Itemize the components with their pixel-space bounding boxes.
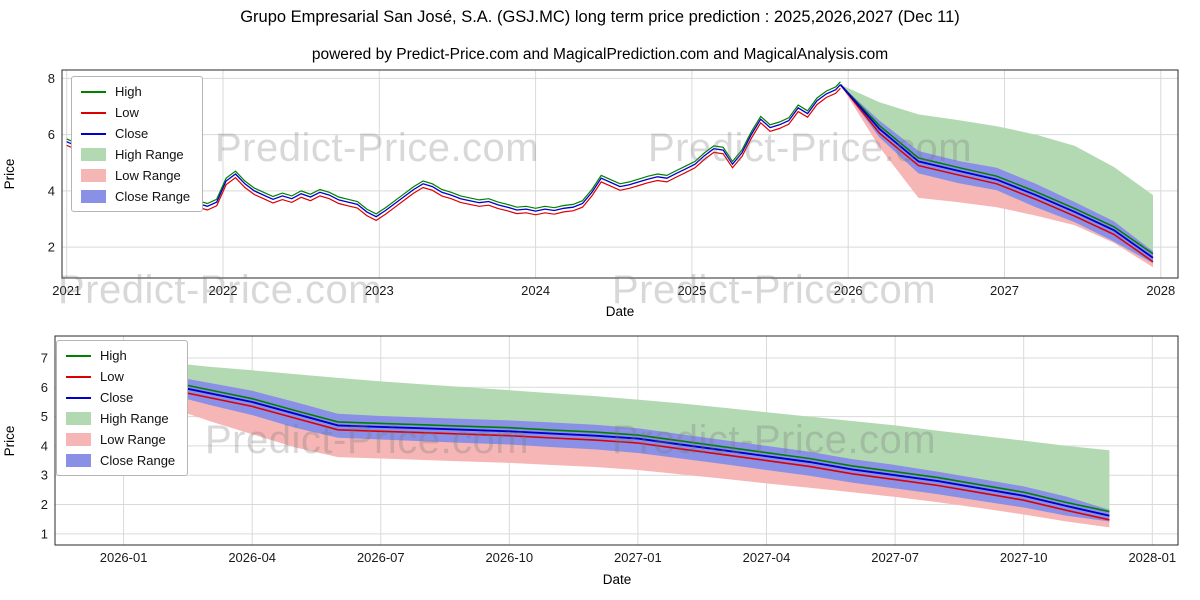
x-axis-label: Date [606, 304, 635, 319]
x-tick-label: 2023 [365, 283, 394, 298]
y-tick-label: 6 [48, 127, 55, 142]
y-tick-label: 6 [41, 380, 48, 395]
legend-label: Close Range [115, 189, 191, 204]
x-tick-label: 2025 [677, 283, 706, 298]
legend-label: Low Range [100, 432, 166, 447]
low-line-swatch [81, 111, 106, 114]
legend-label: Close Range [100, 453, 176, 468]
legend: High Low Close High Range Low Range Clos… [56, 340, 189, 476]
legend-item-low-range: Low Range [66, 430, 175, 449]
bottom-chart-canvas: 2026-01 2026-04 2026-07 2026-10 2027-01 2027-… [2, 335, 1179, 587]
legend-item-low: Low [81, 103, 190, 122]
x-tick-label: 2026-01 [100, 550, 148, 565]
legend-label: Close [100, 390, 134, 405]
y-tick-label: 2 [48, 240, 55, 255]
close-range-area [840, 84, 1153, 264]
close-range-swatch [81, 190, 106, 203]
legend-item-high: High [81, 82, 190, 101]
y-tick-label: 3 [41, 468, 48, 483]
legend-item-low: Low [66, 367, 175, 386]
y-axis-label: Price [2, 426, 17, 457]
x-tick-label: 2027-07 [871, 550, 919, 565]
x-tick-label: 2026 [834, 283, 863, 298]
high-line-swatch [81, 90, 106, 93]
legend-item-close-range: Close Range [66, 451, 175, 470]
y-axis-label: Price [2, 159, 17, 190]
legend-item-close-range: Close Range [81, 187, 190, 206]
legend-item-close: Close [66, 388, 175, 407]
legend-label: High Range [100, 411, 169, 426]
legend-label: High [115, 84, 142, 99]
low-line-swatch [66, 375, 91, 378]
close-range-swatch [66, 454, 91, 467]
high-line-forecast [839, 84, 1154, 255]
low-line [80, 354, 1110, 521]
x-tick-label: 2026-10 [485, 550, 533, 565]
legend-label: Low [100, 369, 124, 384]
low-range-swatch [81, 169, 106, 182]
y-tick-label: 5 [41, 409, 48, 424]
legend-label: Low Range [115, 168, 181, 183]
legend-label: Close [115, 126, 149, 141]
close-line-swatch [81, 132, 106, 135]
y-tick-label: 7 [41, 351, 48, 366]
y-tick-label: 4 [48, 183, 55, 198]
legend-item-close: Close [81, 124, 190, 143]
x-tick-label: 2028 [1146, 283, 1175, 298]
close-line [80, 351, 1110, 517]
high-range-swatch [81, 148, 106, 161]
legend-item-high: High [66, 346, 175, 365]
plot-border [61, 69, 1179, 279]
x-tick-label: 2027-04 [743, 550, 791, 565]
low-line-forecast [839, 84, 1154, 263]
y-tick-label: 2 [41, 497, 48, 512]
x-axis-label: Date [603, 572, 632, 587]
close-line-forecast [839, 84, 1154, 259]
x-tick-label: 2026-04 [228, 550, 276, 565]
low-range-swatch [66, 433, 91, 446]
legend-item-low-range: Low Range [81, 166, 190, 185]
x-tick-label: 2026-07 [357, 550, 405, 565]
x-tick-label: 2028-01 [1128, 550, 1176, 565]
y-tick-label: 8 [48, 71, 55, 86]
close-line-swatch [66, 396, 91, 399]
high-line-swatch [66, 354, 91, 357]
x-tick-label: 2027 [990, 283, 1019, 298]
chart-title: Grupo Empresarial San José, S.A. (GSJ.MC… [240, 8, 960, 26]
high-range-swatch [66, 412, 91, 425]
y-tick-label: 1 [41, 526, 48, 541]
high-line [80, 347, 1110, 513]
x-tick-label: 2022 [209, 283, 238, 298]
x-tick-label: 2021 [52, 283, 81, 298]
legend-label: Low [115, 105, 139, 120]
y-tick-label: 4 [41, 438, 48, 453]
legend-label: High [100, 348, 127, 363]
legend-item-high-range: High Range [66, 409, 175, 428]
plot-border [54, 335, 1179, 546]
x-tick-label: 2024 [521, 283, 550, 298]
x-tick-label: 2027-10 [1000, 550, 1048, 565]
top-chart-canvas: 2021 2022 2023 2024 2025 2026 2027 2028 2 4 6 8 Date… [2, 69, 1179, 319]
legend-label: High Range [115, 147, 184, 162]
chart-subtitle: powered by Predict-Price.com and Magical… [311, 46, 889, 63]
legend-item-high-range: High Range [81, 145, 190, 164]
legend: High Low Close High Range Low Range Clos… [71, 76, 204, 212]
x-tick-label: 2027-01 [614, 550, 662, 565]
